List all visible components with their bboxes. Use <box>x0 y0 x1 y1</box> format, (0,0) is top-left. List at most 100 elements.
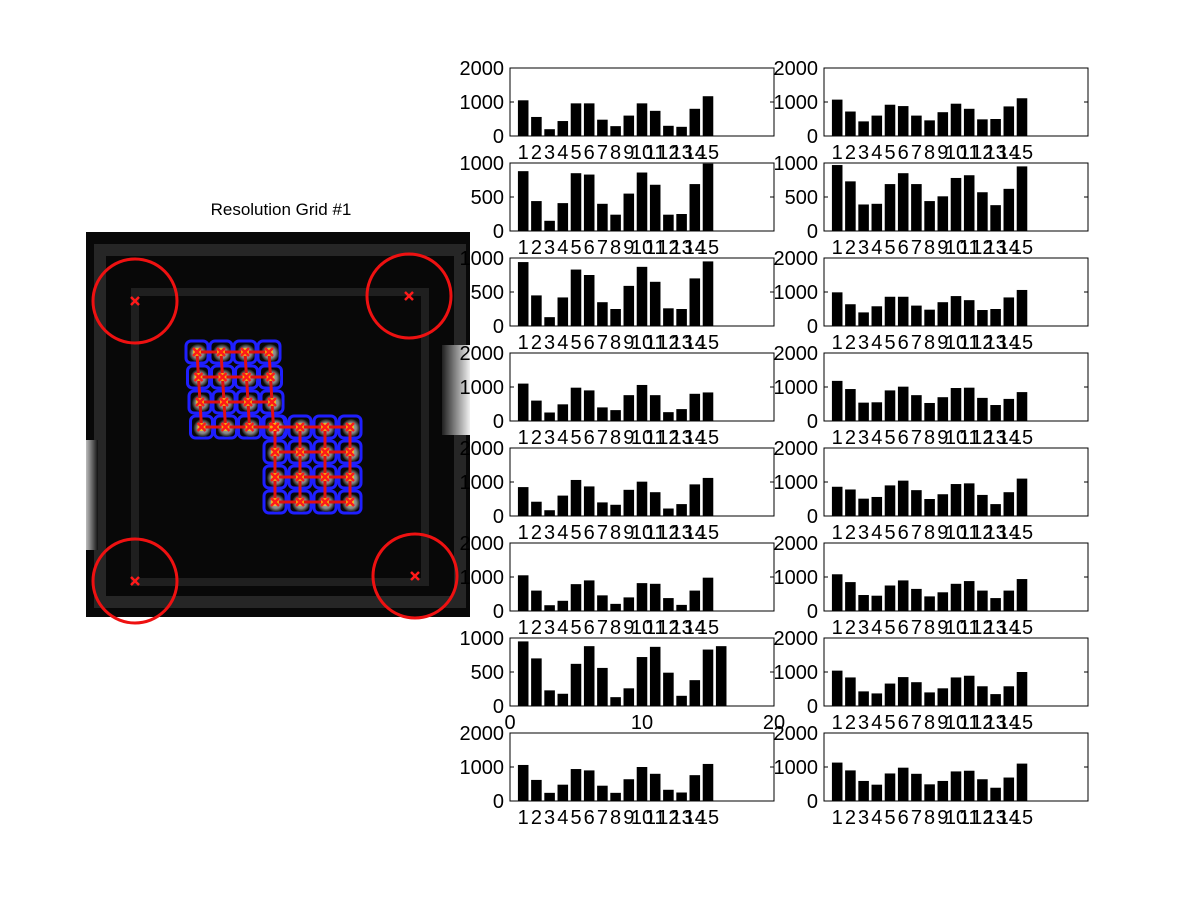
x-tick-label: 7 <box>597 617 608 639</box>
bar <box>977 192 988 231</box>
bar <box>990 309 1001 326</box>
x-tick-label: 11 <box>959 522 980 544</box>
bar <box>897 173 909 231</box>
y-tick-label: 0 <box>493 411 504 433</box>
bar <box>583 390 595 421</box>
x-tick-label: 11 <box>645 332 666 354</box>
x-stroke <box>130 576 140 586</box>
y-tick-label: 1000 <box>774 662 819 684</box>
y-tick-label: 0 <box>807 411 818 433</box>
x-tick-label: 15 <box>1011 522 1033 544</box>
x-tick-label: 13 <box>984 807 1006 829</box>
bar <box>937 780 949 801</box>
bar <box>963 387 975 421</box>
x-tick-label: 9 <box>937 427 948 449</box>
x-tick-label: 14 <box>998 712 1020 734</box>
bar <box>623 779 635 801</box>
bar <box>963 770 975 801</box>
x-tick-label: 1 <box>518 427 529 449</box>
x-tick-label: 3 <box>544 807 555 829</box>
bar <box>702 649 714 706</box>
x-tick-label: 9 <box>937 522 948 544</box>
bar <box>858 595 869 611</box>
bar <box>531 201 542 231</box>
bar <box>897 106 909 136</box>
x-tick-label: 7 <box>911 237 922 259</box>
bar <box>557 495 569 516</box>
x-tick-label: 11 <box>959 712 980 734</box>
x-tick-label: 1 <box>832 142 843 164</box>
x-tick-label: 2 <box>845 617 856 639</box>
x-tick-label: 13 <box>670 427 692 449</box>
bar <box>1003 398 1015 421</box>
x-tick-label: 11 <box>645 617 666 639</box>
grid-node-marker <box>196 422 207 432</box>
bar <box>583 174 595 231</box>
y-tick-label: 1000 <box>774 92 819 114</box>
bar <box>911 395 922 421</box>
x-tick-label: 15 <box>697 427 719 449</box>
bar <box>636 103 648 136</box>
bar <box>610 504 621 516</box>
x-tick-label: 6 <box>898 807 909 829</box>
bar <box>531 590 542 611</box>
x-tick-label: 5 <box>570 142 581 164</box>
bar <box>937 494 949 516</box>
y-tick-label: 0 <box>807 221 818 243</box>
bar <box>583 486 595 516</box>
x-tick-label: 12 <box>657 807 679 829</box>
y-tick-label: 0 <box>493 221 504 243</box>
grid-node-marker <box>219 397 229 407</box>
x-tick-label: 3 <box>858 617 869 639</box>
y-tick-label: 2000 <box>460 438 505 460</box>
bar <box>1003 492 1015 516</box>
bar <box>1016 478 1028 516</box>
bar <box>570 387 582 421</box>
grid-node-marker <box>193 372 204 382</box>
y-tick-label: 1000 <box>774 282 819 304</box>
x-tick-label: 7 <box>911 807 922 829</box>
x-tick-label: 14 <box>998 332 1020 354</box>
bar <box>845 304 856 326</box>
bar <box>531 501 542 516</box>
x-tick-label: 5 <box>570 237 581 259</box>
bar <box>663 214 674 231</box>
y-tick-label: 500 <box>471 282 504 304</box>
bar <box>950 484 962 516</box>
bar <box>884 184 896 231</box>
x-tick-label: 13 <box>670 617 692 639</box>
bar <box>557 784 569 801</box>
x-tick-label: 2 <box>531 237 542 259</box>
x-tick-label: 6 <box>584 332 595 354</box>
y-tick-label: 2000 <box>774 343 819 365</box>
bar <box>610 697 621 706</box>
x-stroke <box>219 397 229 407</box>
bar <box>702 577 714 611</box>
x-tick-label: 5 <box>884 237 895 259</box>
x-tick-label: 15 <box>697 332 719 354</box>
bar <box>689 775 701 801</box>
y-tick-label: 0 <box>493 126 504 148</box>
bar <box>990 405 1001 421</box>
x-tick-label: 8 <box>610 807 621 829</box>
bar <box>937 688 949 706</box>
x-tick-label: 2 <box>845 332 856 354</box>
bar <box>950 296 962 326</box>
x-tick-label: 12 <box>657 522 679 544</box>
bar <box>517 575 529 611</box>
grid-overlay-lines <box>195 350 352 504</box>
resolution-grid-image: Resolution Grid #1 <box>86 200 470 625</box>
x-tick-label: 14 <box>998 237 1020 259</box>
bar <box>1016 579 1028 611</box>
bar <box>597 785 608 801</box>
x-tick-label: 6 <box>584 142 595 164</box>
x-tick-label: 10 <box>945 712 967 734</box>
x-tick-label: 9 <box>623 522 634 544</box>
grid-node-marker <box>295 497 305 507</box>
x-tick-label: 8 <box>924 617 935 639</box>
x-tick-label: 12 <box>657 427 679 449</box>
